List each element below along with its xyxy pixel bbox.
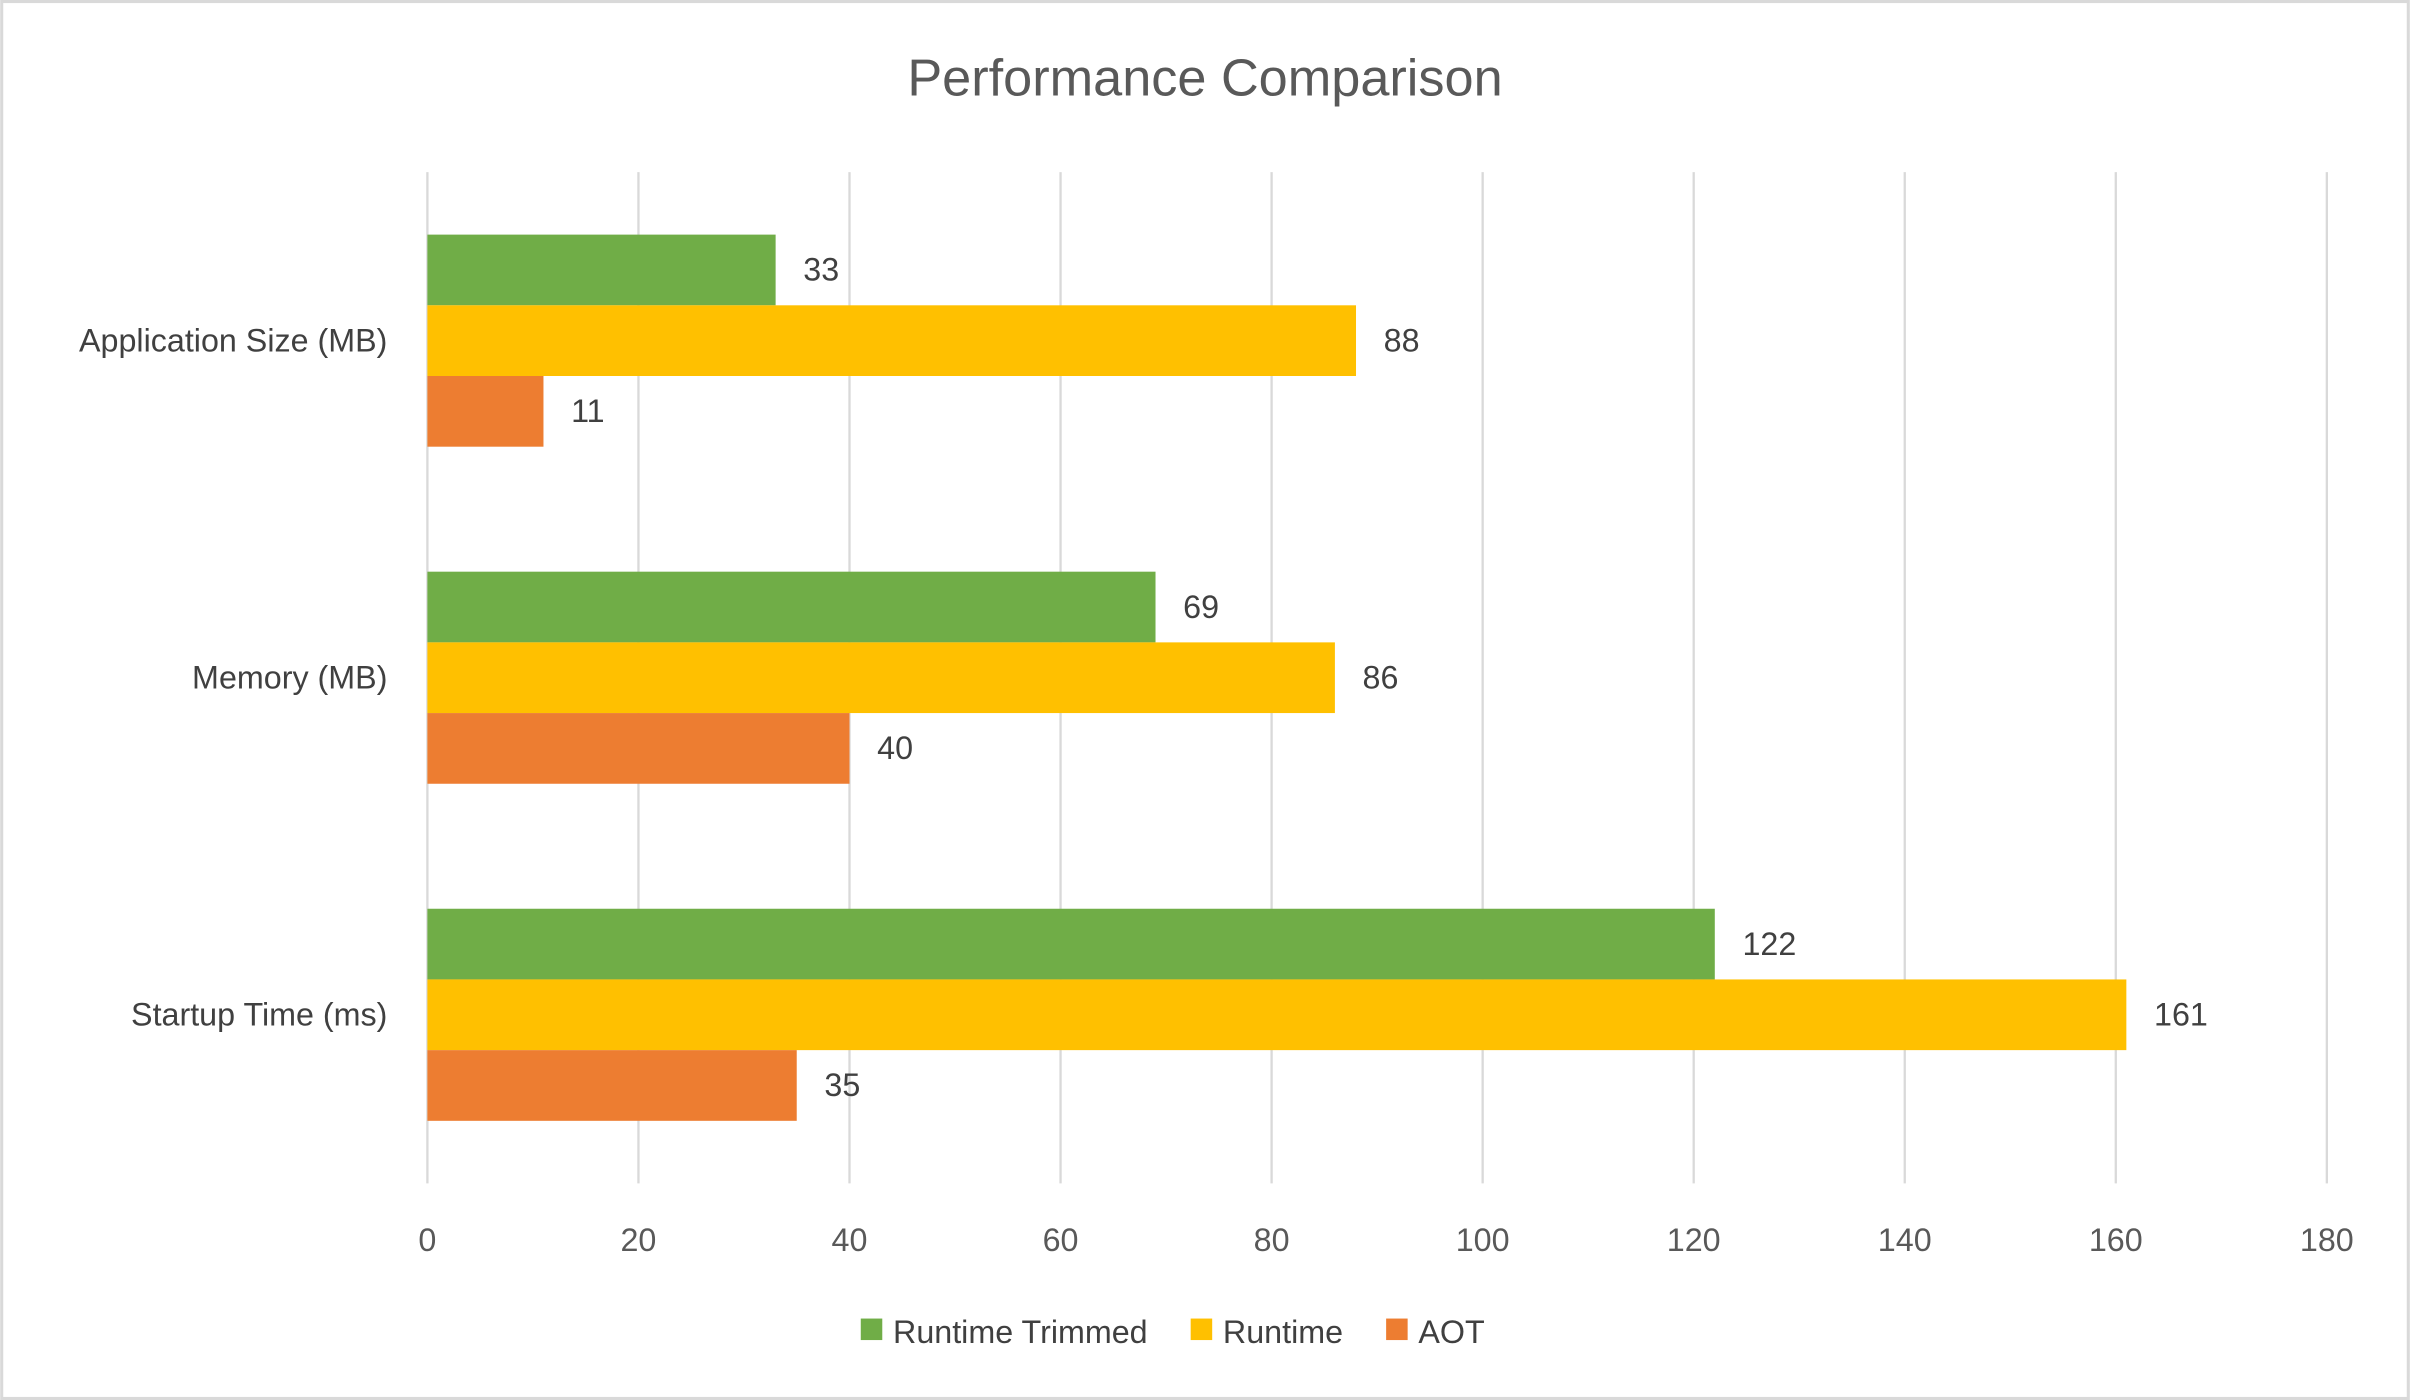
x-tick-label: 60 [1043,1222,1079,1258]
legend-swatch [1386,1318,1408,1341]
legend-label: Runtime [1223,1314,1343,1350]
x-tick-label: 140 [1878,1222,1932,1258]
x-tick-label: 180 [2300,1222,2354,1258]
x-tick-label: 40 [832,1222,868,1258]
data-label: 33 [803,252,839,288]
legend-swatch [1190,1318,1213,1341]
legend-label: Runtime Trimmed [893,1314,1148,1350]
category-label: Memory (MB) [192,659,387,695]
data-label: 69 [1183,589,1219,625]
data-label: 122 [1742,926,1796,962]
legend-label: AOT [1418,1314,1484,1350]
data-label: 40 [877,730,913,766]
legend-swatch [860,1318,883,1341]
bar [427,713,850,784]
x-tick-label: 100 [1456,1222,1510,1258]
x-tick-label: 80 [1254,1222,1290,1258]
x-tick-label: 120 [1667,1222,1721,1258]
data-label: 86 [1363,659,1399,695]
x-tick-label: 0 [418,1222,436,1258]
bar [427,642,1335,714]
x-tick-label: 160 [2089,1222,2143,1258]
bar [427,234,776,306]
bar [427,1050,797,1121]
bar [427,571,1156,643]
x-tick-label: 20 [620,1222,656,1258]
data-label: 11 [571,393,605,429]
data-label: 161 [2154,997,2208,1033]
bar [427,305,1357,376]
bar [427,908,1715,980]
bar [427,979,2127,1051]
bar [427,375,544,447]
data-label: 88 [1384,322,1420,358]
category-label: Startup Time (ms) [131,997,387,1033]
category-label: Application Size (MB) [79,322,387,358]
chart-title: Performance Comparison [907,49,1502,107]
data-label: 35 [824,1067,860,1103]
